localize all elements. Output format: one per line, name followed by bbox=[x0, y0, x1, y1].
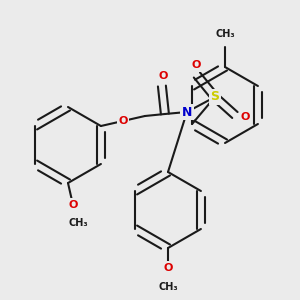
Text: S: S bbox=[210, 91, 219, 103]
Text: CH₃: CH₃ bbox=[215, 29, 235, 39]
Text: CH₃: CH₃ bbox=[158, 282, 178, 292]
Text: N: N bbox=[182, 106, 192, 118]
Text: O: O bbox=[68, 200, 78, 210]
Text: O: O bbox=[158, 71, 168, 81]
Text: CH₃: CH₃ bbox=[68, 218, 88, 228]
Text: O: O bbox=[163, 263, 173, 273]
Text: O: O bbox=[191, 60, 201, 70]
Text: O: O bbox=[118, 116, 128, 126]
Text: O: O bbox=[240, 112, 250, 122]
